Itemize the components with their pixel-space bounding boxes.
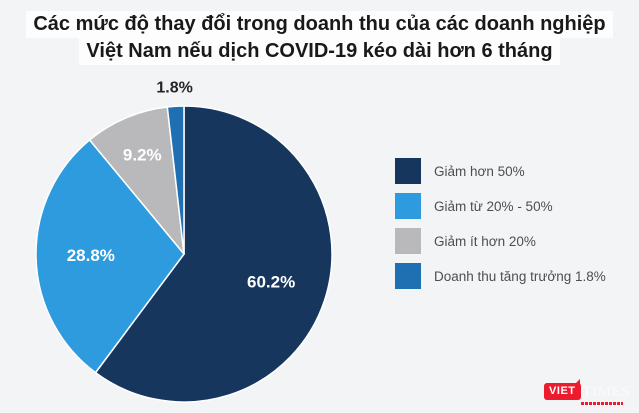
chart-title-line-1: Các mức độ thay đổi trong doanh thu của … [26, 11, 613, 38]
slice-value-label: 1.8% [156, 80, 192, 97]
pie-slice [88, 106, 185, 255]
slice-value-label: 9.2% [123, 145, 162, 164]
viettimes-logo-badge: VIET [544, 379, 581, 400]
legend-swatch [395, 193, 421, 219]
legend-swatch [395, 158, 421, 184]
chart-title-line-2: Việt Nam nếu dịch COVID-19 kéo dài hơn 6… [79, 38, 560, 65]
legend-swatch [395, 263, 421, 289]
legend-label: Giảm hơn 50% [434, 163, 525, 179]
legend-label: Doanh thu tăng trưởng 1.8% [434, 268, 606, 284]
pie-slice [94, 105, 333, 403]
viettimes-logo-badge-text: VIET [549, 385, 576, 397]
legend-label: Giảm ít hơn 20% [434, 233, 536, 249]
slice-value-label: 60.2% [247, 272, 295, 291]
pie-svg: 60.2% 28.8% 9.2% 1.8% [35, 80, 333, 403]
legend: Giảm hơn 50% Giảm từ 20% - 50% Giảm ít h… [395, 158, 606, 289]
pie-slice [166, 105, 185, 255]
chart-title: Các mức độ thay đổi trong doanh thu của … [0, 11, 639, 65]
viettimes-logo-suffix: TIMES [582, 384, 630, 400]
viettimes-logo-tagline [580, 402, 623, 405]
legend-swatch [395, 228, 421, 254]
legend-item-giam-tu-20-50: Giảm từ 20% - 50% [395, 193, 606, 219]
slice-value-label: 28.8% [67, 246, 115, 265]
legend-item-giam-it-hon-20: Giảm ít hơn 20% [395, 228, 606, 254]
pie-slice [35, 139, 185, 374]
logo-notch-icon [574, 379, 580, 384]
legend-item-giam-hon-50: Giảm hơn 50% [395, 158, 606, 184]
viettimes-logo: VIET TIMES [544, 379, 630, 405]
pie-chart: 60.2% 28.8% 9.2% 1.8% [34, 80, 334, 404]
legend-item-doanh-thu-tang-truong: Doanh thu tăng trưởng 1.8% [395, 263, 606, 289]
legend-label: Giảm từ 20% - 50% [434, 198, 553, 214]
